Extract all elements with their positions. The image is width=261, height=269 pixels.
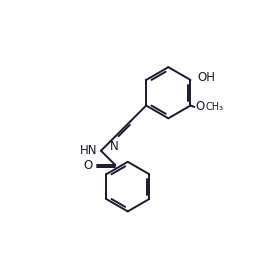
Text: O: O — [195, 100, 204, 113]
Text: OH: OH — [197, 71, 215, 84]
Text: N: N — [109, 140, 118, 153]
Text: O: O — [84, 159, 93, 172]
Text: HN: HN — [80, 144, 98, 157]
Text: CH₃: CH₃ — [205, 102, 223, 112]
